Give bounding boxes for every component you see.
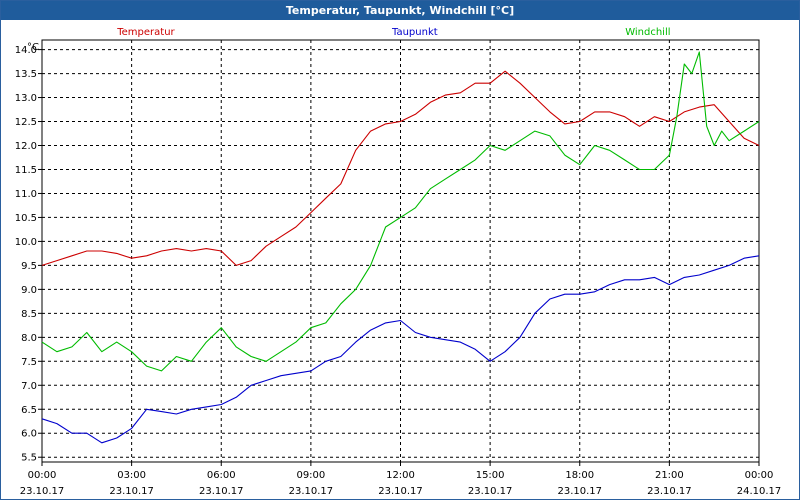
x-tick-time: 15:00 [476, 470, 505, 481]
x-tick-date: 23.10.17 [647, 486, 692, 497]
y-tick-label: 11.5 [15, 165, 37, 176]
x-tick-date: 23.10.17 [468, 486, 513, 497]
y-tick-label: 9.0 [21, 285, 37, 296]
x-tick-time: 03:00 [117, 470, 146, 481]
y-tick-label: 8.0 [21, 333, 37, 344]
x-tick-date: 23.10.17 [378, 486, 423, 497]
series-line-taupunkt [41, 255, 760, 444]
x-tick-time: 00:00 [745, 470, 774, 481]
y-tick-label: 10.0 [15, 237, 37, 248]
y-tick-label: 8.5 [21, 309, 37, 320]
x-tick-time: 06:00 [207, 470, 236, 481]
y-tick-label: 6.0 [21, 429, 37, 440]
x-tick-time: 12:00 [386, 470, 415, 481]
x-tick-date: 24.10.17 [737, 486, 782, 497]
y-tick-label: 6.5 [21, 405, 37, 416]
x-tick-date: 23.10.17 [199, 486, 244, 497]
y-tick-label: 9.5 [21, 261, 37, 272]
y-tick-label: 7.5 [21, 357, 37, 368]
legend-taupunkt: Taupunkt [391, 27, 438, 38]
series-line-windchill [41, 51, 760, 372]
series-line-temperatur [41, 70, 760, 266]
y-tick-label: 12.0 [15, 141, 37, 152]
x-tick-time: 00:00 [28, 470, 57, 481]
x-tick-date: 23.10.17 [557, 486, 602, 497]
x-tick-time: 09:00 [296, 470, 325, 481]
y-tick-label: 12.5 [15, 117, 37, 128]
x-tick-date: 23.10.17 [289, 486, 334, 497]
y-tick-label: 7.0 [21, 381, 37, 392]
y-tick-label: 10.5 [15, 213, 37, 224]
x-tick-date: 23.10.17 [109, 486, 154, 497]
x-tick-time: 18:00 [565, 470, 594, 481]
x-tick-date: 23.10.17 [20, 486, 65, 497]
y-tick-label: 11.0 [15, 189, 37, 200]
window-title: Temperatur, Taupunkt, Windchill [°C] [1, 1, 799, 20]
x-tick-time: 21:00 [655, 470, 684, 481]
y-tick-label: 14.0 [15, 45, 37, 56]
y-axis-unit: °C [27, 42, 39, 53]
y-tick-label: 5.5 [21, 453, 37, 464]
y-tick-label: 13.5 [15, 69, 37, 80]
legend-temperatur: Temperatur [116, 27, 175, 38]
y-tick-label: 13.0 [15, 93, 37, 104]
legend-windchill: Windchill [625, 27, 670, 38]
